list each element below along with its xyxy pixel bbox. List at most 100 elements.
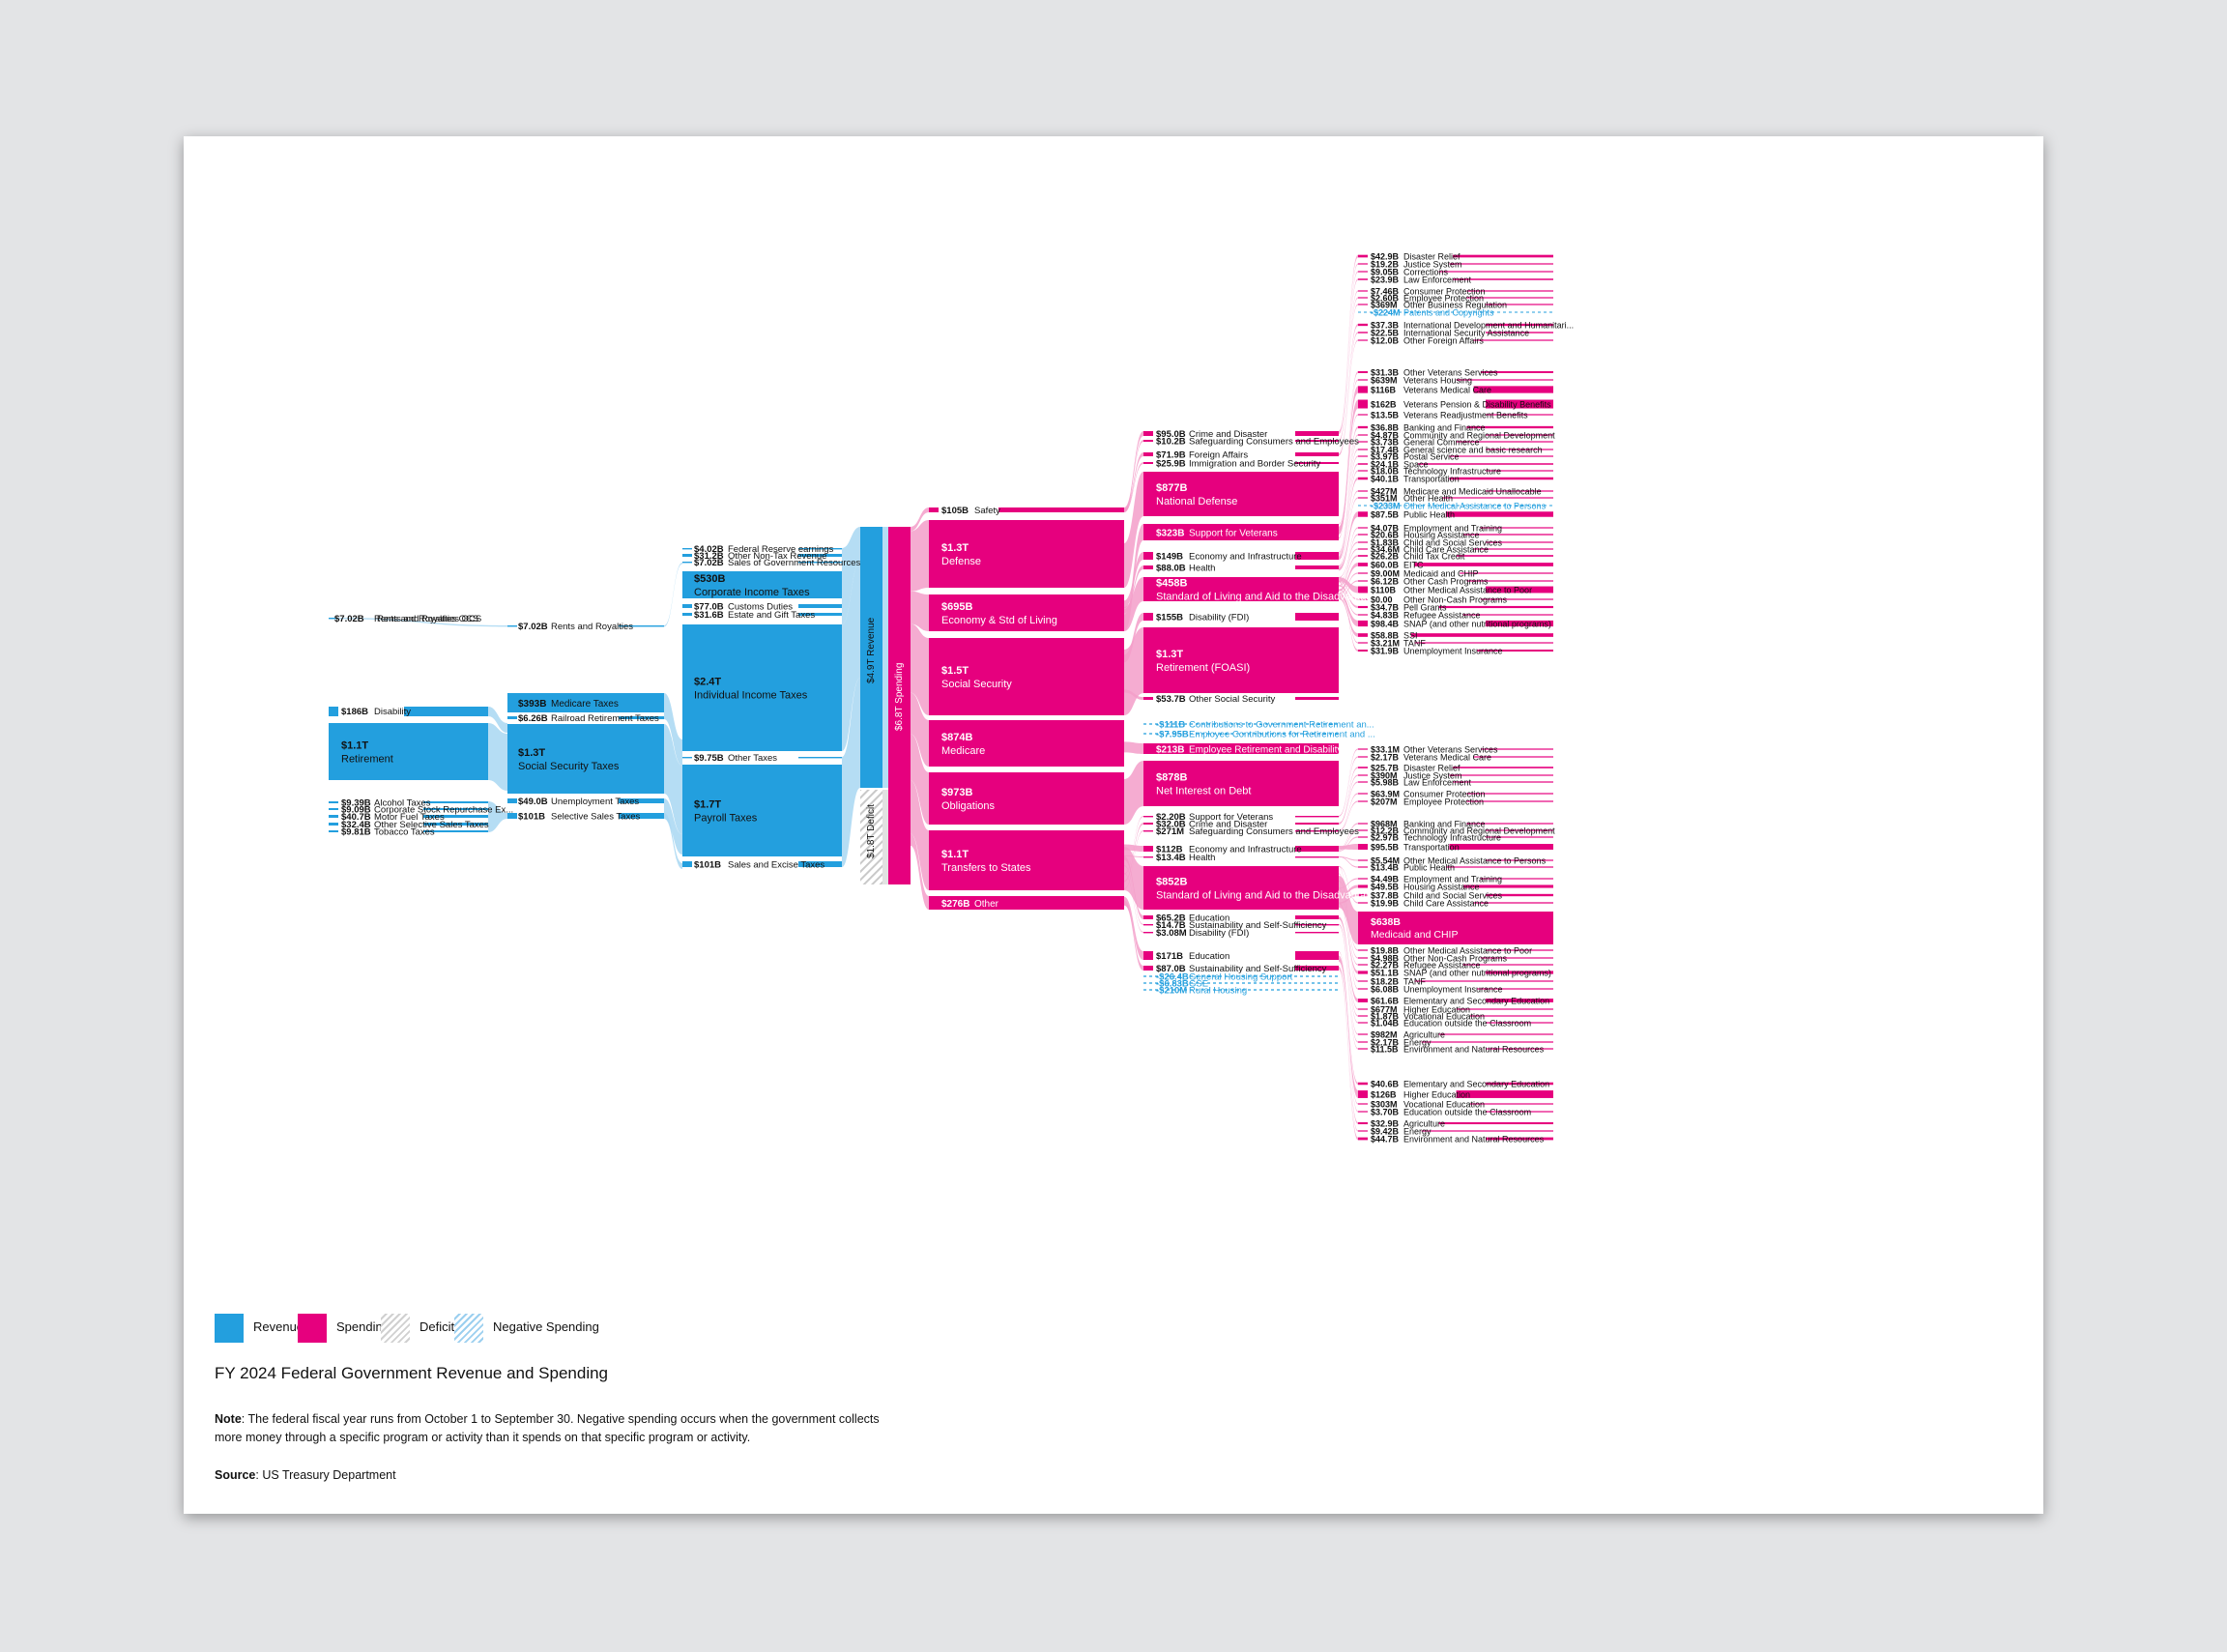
spend-col6-node-26-value: -$233M [1371,502,1401,511]
spend-col5-node-16 [1143,816,1153,818]
spend-col6-node-64-label: Refugee Assistance [1403,961,1481,971]
spend-col5-node-26-label: Sustainability and Self-Sufficiency [1189,964,1327,974]
spend-col6-node-60 [1358,902,1368,904]
rev-col0-node-0-value: $7.02B [334,614,364,624]
spend-col6-bar-66 [1414,980,1553,982]
spend-col5-bar-24 [1295,932,1339,934]
spend-col6-node-28-label: Employment and Training [1403,524,1502,534]
spend-col5-node-26-value: $87.0B [1156,964,1186,974]
flow-c5-c6-20 [1339,455,1358,556]
spend-col6-node-29 [1358,534,1368,536]
spend-col5-bar-19 [1295,846,1339,852]
rev-col1-node-5-value: $101B [518,812,545,823]
spend-col6-node-81 [1358,1137,1368,1141]
spend-col6-node-32-value: $26.2B [1371,552,1400,562]
spend-col6-bar-47 [1449,774,1553,776]
flow-c5-c6-8 [1339,323,1358,455]
spend-col6-bar-16 [1466,425,1553,429]
spend-col6-node-9 [1358,332,1368,333]
rev-col1-bar-2 [619,716,664,719]
spend-col6-bar-8 [1486,323,1553,327]
spend-col4-node-5-label: Obligations [941,800,996,812]
flow-c5-c6-29 [1339,534,1358,598]
spend-col6-node-81-value: $44.7B [1371,1135,1400,1145]
spend-col5-node-13-value: -$7.95B [1156,730,1189,740]
spend-col6-node-45-label: Veterans Medical Care [1403,753,1491,763]
rev-col2-bar-5 [798,613,842,616]
spend-col6-node-77-label: Vocational Education [1403,1100,1485,1110]
spend-col6-node-73 [1358,1041,1368,1043]
spend-col4-node-3-value: $1.5T [941,665,969,677]
spend-col6-bar-71 [1486,1022,1553,1024]
rev-col2-bar-1 [798,554,842,557]
spend-col6-bar-37 [1480,598,1553,600]
sankey-diagram: $7.02B Rents and Royalties OCS $186B Disabi… [329,252,1574,1145]
flow-c5-c6-56 [1339,856,1358,868]
spend-col6-bar-28 [1480,527,1553,529]
flow-spending-c4-4 [911,692,929,767]
spend-col6-node-1-value: $19.2B [1371,260,1400,270]
flow-deficit-spending [882,790,888,884]
flow-spending-c4-5 [911,734,929,825]
spend-col6-bar-53 [1486,836,1553,838]
spend-col6-node-39-value: $4.83B [1371,611,1400,621]
spend-col6-node-42 [1358,642,1368,644]
spend-col5-node-17-label: Crime and Disaster [1189,820,1267,830]
spend-col6-node-27 [1358,511,1368,517]
spend-col6-node-11-label: Other Veterans Services [1403,368,1498,378]
flow-c5-c6-21 [1339,463,1358,557]
flow-c1-c2-4 [664,813,682,869]
spend-col6-node-46 [1358,767,1368,768]
flow-c5-c6-53 [1339,836,1358,852]
rev-col2-node-4-value: $77.0B [694,602,724,613]
spend-col6-node-51-value: $968M [1371,820,1398,829]
rev-col0-node-2-value: $1.1T [341,740,368,752]
spend-col4-node-1-label: Defense [941,556,981,567]
spend-col6-node-3 [1358,278,1368,280]
total-revenue-label: $4.9T Revenue [866,617,877,683]
flow-c5-c6-76 [1339,957,1358,1098]
spend-col5-bar-18 [1295,830,1339,832]
spend-col6-bar-44 [1480,748,1553,750]
spend-col6-node-31-label: Child Care Assistance [1403,545,1489,555]
spend-col6-node-64 [1358,964,1368,966]
spend-col6-node-25-value: $351M [1371,494,1398,504]
spend-col6-node-76-value: $126B [1371,1090,1397,1100]
spend-col6-node-54-value: $95.5B [1371,843,1400,853]
flow-c4-c5-24 [1124,873,1143,933]
flow-c5-c6-43 [1339,581,1358,652]
spend-col6-node-23-label: Transportation [1403,475,1460,484]
flow-c1-c2-3 [664,798,682,855]
spend-col6-node-19-value: $17.4B [1371,446,1400,455]
spend-col5-node-4 [1143,472,1339,516]
spend-col6-node-14 [1358,399,1368,409]
legend-label-spend: Spending [336,1319,390,1334]
flow-c5-c6-51 [1339,823,1358,850]
spend-col6-node-8 [1358,323,1368,327]
flow-c5-c6-39 [1339,589,1358,616]
spend-col6-node-72-label: Agriculture [1403,1030,1445,1040]
spend-col5-node-18-value: $271M [1156,826,1184,837]
spend-col6-bar-3 [1453,278,1553,280]
rev-col2-node-0-label: Federal Reserve earnings [728,544,834,555]
rev-col1-node-5-label: Selective Sales Taxes [551,812,640,823]
legend-swatch-spend [298,1314,327,1343]
spend-col6-node-36-label: Other Medical Assistance to Poor [1403,586,1532,595]
spend-col5-bar-7 [1295,565,1339,569]
spend-col5-node-25-label: Education [1189,951,1229,962]
spend-col6-node-68 [1358,999,1368,1002]
spend-col6-bar-75 [1486,1082,1553,1086]
spend-col6-bar-11 [1480,371,1553,373]
spend-col6-node-15-label: Veterans Readjustment Benefits [1403,411,1528,420]
spend-col6-node-43 [1358,650,1368,652]
spend-col6-node-59 [1358,893,1368,897]
flow-c5-c6-63 [1339,887,1358,959]
flow-c5-c6-18 [1339,441,1358,553]
rev-col2-node-5-label: Estate and Gift Taxes [728,610,815,621]
flow-c4-c5-21 [1124,847,1143,910]
spend-col5-node-21-label: Standard of Living and Aid to the Disadv… [1156,890,1383,902]
flow-c5-c6-1 [1339,263,1358,433]
spend-col6-node-54 [1358,844,1368,850]
spend-col6-node-31-value: $34.6M [1371,545,1400,555]
spend-col6-node-53 [1358,836,1368,838]
